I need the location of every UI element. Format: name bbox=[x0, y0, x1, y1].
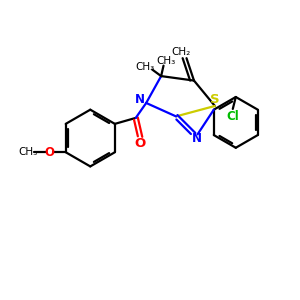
Text: S: S bbox=[210, 93, 220, 106]
Text: Cl: Cl bbox=[226, 110, 239, 123]
Text: CH₃: CH₃ bbox=[135, 62, 154, 72]
Text: CH₃: CH₃ bbox=[19, 147, 38, 157]
Text: O: O bbox=[44, 146, 54, 159]
Text: N: N bbox=[135, 94, 145, 106]
Text: CH₃: CH₃ bbox=[156, 56, 175, 66]
Text: CH₂: CH₂ bbox=[171, 46, 190, 57]
Text: N: N bbox=[192, 132, 202, 145]
Text: O: O bbox=[135, 137, 146, 150]
